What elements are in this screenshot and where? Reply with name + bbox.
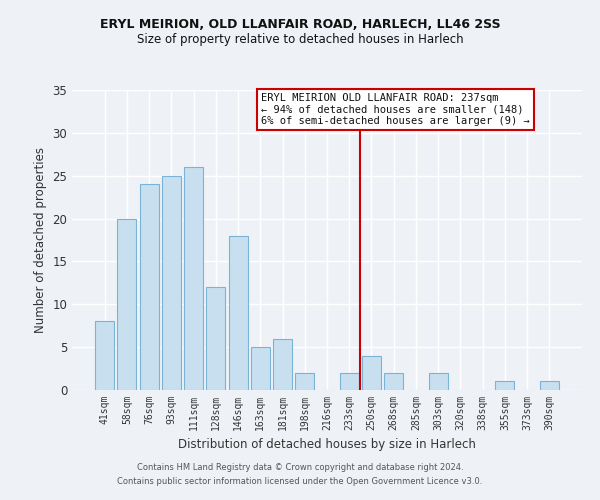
- Bar: [184, 167, 203, 390]
- Bar: [140, 184, 158, 390]
- Bar: [496, 382, 514, 390]
- Bar: [229, 236, 248, 390]
- Bar: [206, 287, 225, 390]
- X-axis label: Distribution of detached houses by size in Harlech: Distribution of detached houses by size …: [178, 438, 476, 452]
- Bar: [95, 322, 114, 390]
- Bar: [384, 373, 403, 390]
- Text: Contains HM Land Registry data © Crown copyright and database right 2024.: Contains HM Land Registry data © Crown c…: [137, 464, 463, 472]
- Text: ERYL MEIRION OLD LLANFAIR ROAD: 237sqm
← 94% of detached houses are smaller (148: ERYL MEIRION OLD LLANFAIR ROAD: 237sqm ←…: [260, 93, 529, 126]
- Bar: [295, 373, 314, 390]
- Bar: [118, 218, 136, 390]
- Y-axis label: Number of detached properties: Number of detached properties: [34, 147, 47, 333]
- Text: Size of property relative to detached houses in Harlech: Size of property relative to detached ho…: [137, 32, 463, 46]
- Text: ERYL MEIRION, OLD LLANFAIR ROAD, HARLECH, LL46 2SS: ERYL MEIRION, OLD LLANFAIR ROAD, HARLECH…: [100, 18, 500, 30]
- Bar: [362, 356, 381, 390]
- Bar: [162, 176, 181, 390]
- Bar: [540, 382, 559, 390]
- Text: Contains public sector information licensed under the Open Government Licence v3: Contains public sector information licen…: [118, 477, 482, 486]
- Bar: [429, 373, 448, 390]
- Bar: [273, 338, 292, 390]
- Bar: [340, 373, 359, 390]
- Bar: [251, 347, 270, 390]
